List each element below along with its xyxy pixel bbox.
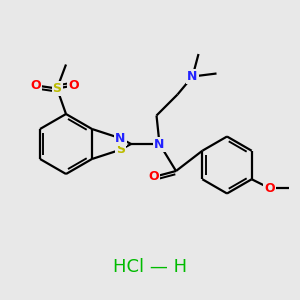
Text: N: N <box>115 132 126 145</box>
Text: S: S <box>52 82 62 95</box>
Text: HCl — H: HCl — H <box>113 258 187 276</box>
Text: N: N <box>187 70 198 83</box>
Text: O: O <box>31 79 41 92</box>
Text: O: O <box>264 182 275 195</box>
Text: O: O <box>148 170 159 184</box>
Text: O: O <box>68 79 79 92</box>
Text: N: N <box>154 137 165 151</box>
Text: S: S <box>116 143 125 156</box>
